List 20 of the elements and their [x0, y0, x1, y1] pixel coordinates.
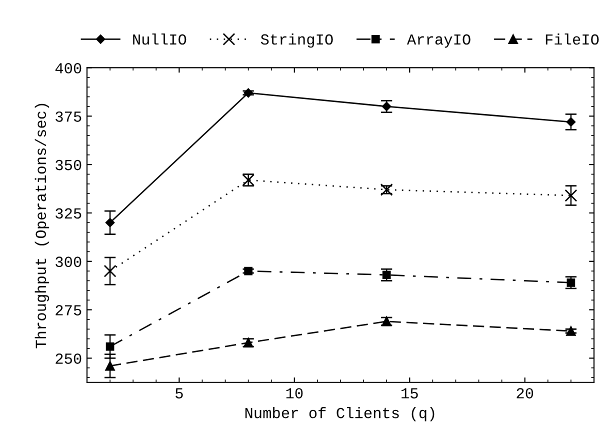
y-axis-title: Throughput (Operations/sec) — [34, 104, 50, 348]
y-tick-label: 275 — [56, 305, 82, 316]
x-tick-label: 5 — [176, 388, 183, 398]
legend-label: StringIO — [260, 33, 333, 48]
point — [104, 264, 116, 278]
legend-label: FileIO — [546, 33, 599, 45]
y-tick-label: 400 — [55, 63, 82, 74]
y-tick-label: 350 — [56, 160, 82, 170]
point — [564, 189, 578, 202]
x-tick-label: 10 — [286, 388, 303, 398]
x-tick-label: 20 — [516, 388, 534, 398]
x-axis-title: Number of Clients (q) — [245, 407, 434, 422]
y-tick-label: 375 — [56, 111, 82, 122]
y-tick-label: 325 — [56, 208, 82, 219]
legend-label: NullIO — [133, 33, 186, 45]
legend-label: ArrayIO — [406, 34, 470, 48]
x-tick-label: 15 — [402, 388, 418, 398]
point — [382, 270, 391, 280]
y-tick-label: 300 — [56, 256, 82, 268]
y-tick-label: 250 — [56, 353, 82, 364]
